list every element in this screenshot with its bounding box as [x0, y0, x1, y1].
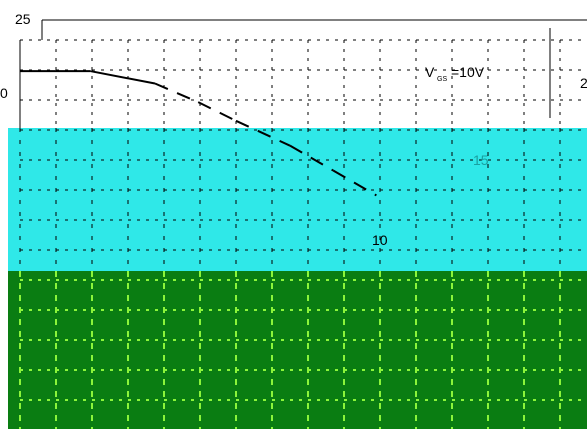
- annotation-subscript: GS: [437, 76, 447, 83]
- annotation-value: =10V: [451, 64, 485, 80]
- left-axis-partial-label: 0: [0, 85, 8, 101]
- vgs-annotation: V GS =10V: [425, 64, 485, 83]
- curve-segment: [235, 119, 291, 147]
- cyan-band: [8, 128, 587, 271]
- annotation-v: V: [425, 64, 435, 80]
- green-band: [8, 271, 587, 429]
- curve-segment: [332, 169, 377, 197]
- curve-segment: [154, 82, 199, 104]
- right-axis-tick-label: 2: [580, 75, 587, 91]
- y-tick-label-15: 15: [473, 152, 489, 168]
- curve-segment: [90, 70, 156, 85]
- grid: [19, 39, 587, 429]
- marks: [20, 70, 377, 197]
- y-tick-label-25: 25: [15, 11, 31, 27]
- curve-segment: [197, 101, 237, 122]
- curve-segment: [289, 144, 334, 172]
- y-tick-label-10: 10: [372, 232, 388, 248]
